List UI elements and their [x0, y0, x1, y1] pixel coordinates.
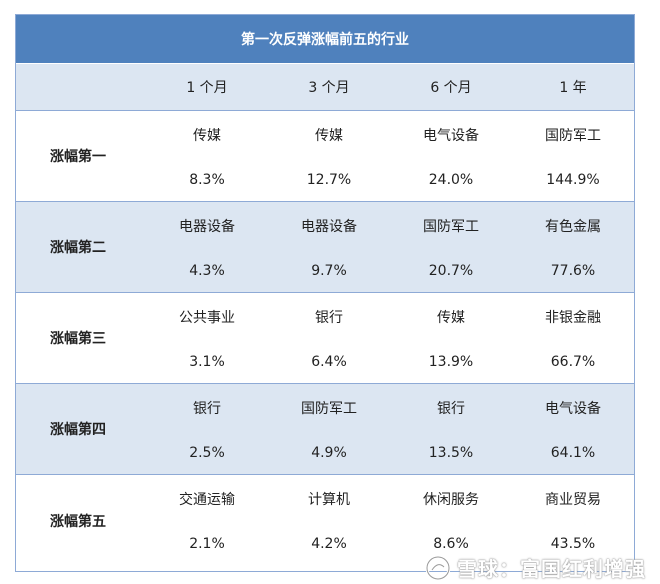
industry-name: 国防军工 — [545, 128, 601, 144]
industry-name: 有色金属 — [545, 219, 601, 235]
industry-name: 计算机 — [308, 492, 350, 508]
industry-name: 传媒 — [315, 128, 343, 144]
table-cell: 计算机 4.2% — [268, 475, 390, 566]
table-cell: 交通运输 2.1% — [146, 475, 268, 566]
row-label: 涨幅第四 — [50, 422, 106, 438]
row-label: 涨幅第三 — [50, 331, 106, 347]
industry-name: 传媒 — [193, 128, 221, 144]
table-cell: 有色金属 77.6% — [512, 202, 634, 292]
table-cell: 电器设备 4.3% — [146, 202, 268, 292]
gain-percent: 12.7% — [306, 172, 352, 188]
header-1-month: 1 个月 — [186, 80, 228, 96]
table-cell: 电器设备 9.7% — [268, 202, 390, 292]
gain-percent: 66.7% — [550, 354, 596, 370]
row-label: 涨幅第一 — [50, 149, 106, 165]
table-cell: 休闲服务 8.6% — [390, 475, 512, 566]
table-cell: 传媒 8.3% — [146, 111, 268, 201]
table-cell: 国防军工 20.7% — [390, 202, 512, 292]
header-6-month: 6 个月 — [430, 80, 472, 96]
table-cell: 银行 13.5% — [390, 384, 512, 474]
industry-name: 商业贸易 — [545, 492, 601, 508]
gain-percent: 13.9% — [428, 354, 474, 370]
table-row-rank-1: 涨幅第一 传媒 8.3% 传媒 12.7% 电气设备 24.0% 国防军工 144.9% — [16, 111, 634, 202]
table-row-rank-3: 涨幅第三 公共事业 3.1% 银行 6.4% 传媒 13.9% 非银金融 66.7% — [16, 293, 634, 384]
industry-name: 交通运输 — [179, 492, 235, 508]
industry-name: 电器设备 — [301, 219, 357, 235]
header-corner-cell — [16, 64, 146, 110]
industry-name: 银行 — [193, 401, 221, 417]
table-title: 第一次反弹涨幅前五的行业 — [16, 15, 634, 64]
industry-name: 传媒 — [437, 310, 465, 326]
industry-name: 国防军工 — [301, 401, 357, 417]
industry-name: 非银金融 — [545, 310, 601, 326]
table-cell: 国防军工 4.9% — [268, 384, 390, 474]
industry-name: 电气设备 — [423, 128, 479, 144]
industry-name: 公共事业 — [179, 310, 235, 326]
table-cell: 传媒 13.9% — [390, 293, 512, 383]
header-3-month: 3 个月 — [308, 80, 350, 96]
gain-percent: 8.3% — [189, 172, 225, 188]
table-cell: 银行 6.4% — [268, 293, 390, 383]
industry-name: 银行 — [437, 401, 465, 417]
table-header-row: 1 个月 3 个月 6 个月 1 年 — [16, 64, 634, 111]
gain-percent: 2.1% — [189, 536, 225, 552]
gain-percent: 77.6% — [550, 263, 596, 279]
industry-name: 电器设备 — [179, 219, 235, 235]
snowball-icon — [425, 555, 451, 581]
row-label: 涨幅第二 — [50, 240, 106, 256]
table-cell: 银行 2.5% — [146, 384, 268, 474]
table-cell: 公共事业 3.1% — [146, 293, 268, 383]
snowball-watermark: 雪球：富国红利增强 — [425, 553, 646, 582]
table-cell: 国防军工 144.9% — [512, 111, 634, 201]
table-row-rank-2: 涨幅第二 电器设备 4.3% 电器设备 9.7% 国防军工 20.7% 有色金属 77.… — [16, 202, 634, 293]
industry-name: 电气设备 — [545, 401, 601, 417]
table-row-rank-5: 涨幅第五 交通运输 2.1% 计算机 4.2% 休闲服务 8.6% 商业贸易 43.5% — [16, 475, 634, 566]
gain-percent: 6.4% — [311, 354, 347, 370]
gain-percent: 43.5% — [550, 536, 596, 552]
industry-name: 休闲服务 — [423, 492, 479, 508]
gain-percent: 4.3% — [189, 263, 225, 279]
header-1-year: 1 年 — [559, 80, 587, 96]
industry-name: 国防军工 — [423, 219, 479, 235]
industry-name: 银行 — [315, 310, 343, 326]
gain-percent: 13.5% — [428, 445, 474, 461]
gain-percent: 8.6% — [433, 536, 469, 552]
table-cell: 传媒 12.7% — [268, 111, 390, 201]
table-row-rank-4: 涨幅第四 银行 2.5% 国防军工 4.9% 银行 13.5% 电气设备 64.1% — [16, 384, 634, 475]
table-cell: 商业贸易 43.5% — [512, 475, 634, 566]
watermark-text: 雪球：富国红利增强 — [457, 557, 646, 581]
table-cell: 电气设备 64.1% — [512, 384, 634, 474]
table-cell: 电气设备 24.0% — [390, 111, 512, 201]
industry-gain-table: 第一次反弹涨幅前五的行业 1 个月 3 个月 6 个月 1 年 涨幅第一 传媒 8… — [15, 14, 635, 572]
gain-percent: 2.5% — [189, 445, 225, 461]
gain-percent: 144.9% — [546, 172, 600, 188]
table-cell: 非银金融 66.7% — [512, 293, 634, 383]
gain-percent: 9.7% — [311, 263, 347, 279]
gain-percent: 64.1% — [550, 445, 596, 461]
gain-percent: 3.1% — [189, 354, 225, 370]
gain-percent: 4.9% — [311, 445, 347, 461]
gain-percent: 20.7% — [428, 263, 474, 279]
row-label: 涨幅第五 — [50, 513, 106, 530]
gain-percent: 4.2% — [311, 536, 347, 552]
gain-percent: 24.0% — [428, 172, 474, 188]
